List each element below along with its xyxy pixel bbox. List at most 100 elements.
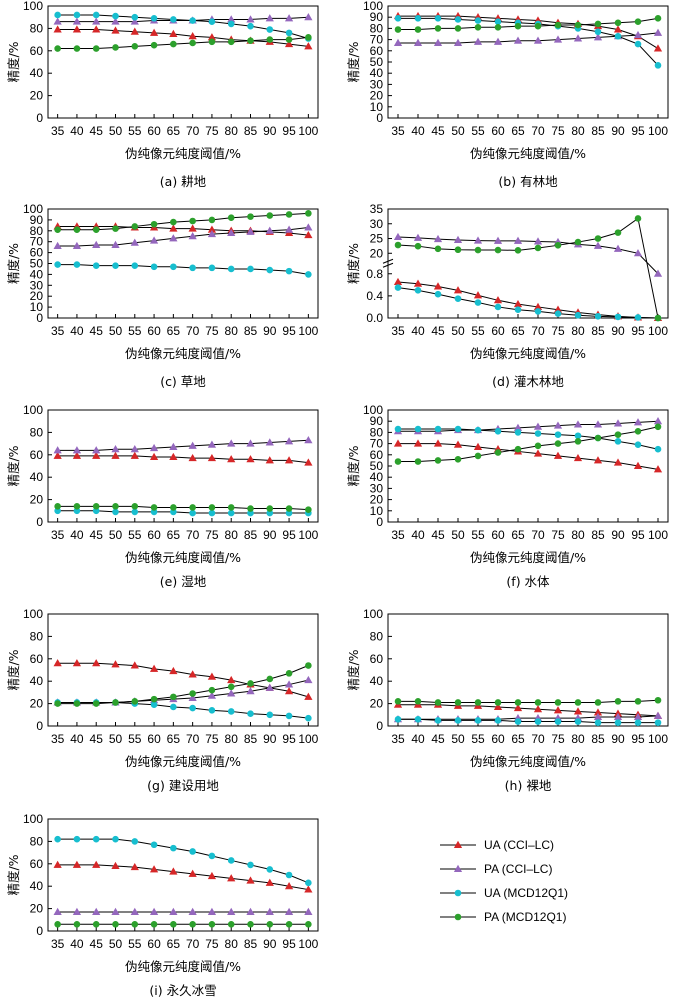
x-tick-label: 35 [51, 324, 65, 338]
data-point [434, 425, 442, 433]
x-tick-label: 80 [571, 324, 585, 338]
data-point [247, 505, 254, 512]
data-point [574, 718, 582, 725]
x-tick-label: 60 [491, 528, 505, 542]
data-point [513, 36, 523, 44]
series-line [398, 426, 659, 463]
data-point [72, 25, 82, 33]
data-point [553, 421, 563, 429]
data-point [111, 240, 120, 248]
data-point [394, 284, 402, 291]
data-point [246, 439, 255, 447]
data-point [266, 711, 274, 719]
data-point [170, 693, 177, 701]
series-2 [53, 436, 313, 454]
series-line [57, 662, 309, 698]
data-point [227, 439, 236, 447]
data-point [304, 230, 313, 239]
x-tick-label: 50 [451, 324, 465, 338]
data-point [305, 879, 312, 887]
y-tick-label: 10 [30, 300, 44, 314]
data-point [594, 313, 602, 320]
data-point [189, 690, 196, 697]
data-point [73, 503, 81, 510]
data-point [285, 29, 293, 37]
data-point [149, 28, 159, 36]
data-point [453, 286, 463, 294]
x-tick-label: 85 [244, 732, 258, 746]
x-axis-label: 伪纯像元纯度阈值/% [125, 146, 241, 161]
series-line [398, 715, 659, 720]
data-point [73, 11, 81, 19]
data-point [112, 44, 119, 51]
y-tick-label: 40 [30, 267, 44, 281]
x-tick-label: 65 [511, 528, 525, 542]
x-axis-label: 伪纯像元纯度阈值/% [125, 959, 241, 974]
x-tick-label: 45 [90, 732, 104, 746]
x-tick-label: 60 [491, 732, 505, 746]
data-point [634, 427, 642, 435]
data-point [207, 229, 217, 238]
data-point [131, 223, 139, 230]
data-point [54, 45, 61, 52]
y-tick-label: 100 [23, 202, 43, 216]
data-point [473, 37, 483, 45]
x-tick-label: 45 [431, 324, 445, 338]
data-point [494, 18, 502, 25]
series-line [57, 29, 309, 47]
data-point [73, 45, 81, 52]
data-point [394, 15, 402, 22]
data-point [574, 311, 582, 319]
data-point [266, 212, 274, 219]
data-point [304, 458, 313, 466]
data-point [207, 691, 217, 699]
data-point [246, 455, 255, 463]
x-tick-label: 95 [631, 124, 645, 138]
data-point [130, 17, 139, 25]
data-point [73, 261, 81, 268]
data-point [413, 38, 423, 46]
x-tick-label: 40 [70, 124, 84, 138]
data-point [474, 699, 482, 706]
data-point [130, 907, 139, 915]
data-point [112, 835, 119, 843]
data-point [92, 503, 100, 510]
series-line [57, 838, 309, 884]
data-point [170, 218, 177, 226]
y-tick-label: 60 [30, 246, 44, 260]
data-point [654, 423, 662, 431]
x-tick-label: 60 [147, 937, 161, 951]
data-point [188, 232, 197, 240]
data-point [92, 262, 100, 269]
data-point [413, 279, 423, 287]
y-axis-label: 精度/% [6, 649, 21, 690]
x-tick-label: 55 [471, 732, 485, 746]
data-point [414, 242, 422, 250]
data-point [227, 455, 236, 463]
data-point [92, 25, 101, 33]
x-tick-label: 70 [186, 124, 200, 138]
x-tick-label: 75 [551, 528, 565, 542]
data-point [414, 15, 422, 22]
x-tick-label: 50 [451, 732, 465, 746]
data-point [189, 264, 196, 272]
x-tick-label: 35 [391, 124, 405, 138]
data-point [130, 451, 139, 459]
data-point [594, 235, 602, 242]
x-tick-label: 40 [411, 732, 425, 746]
data-point [634, 314, 642, 321]
x-tick-label: 100 [648, 124, 668, 138]
x-tick-label: 55 [128, 732, 142, 746]
y-tick-label: 40 [370, 66, 384, 80]
data-point [169, 442, 178, 450]
x-tick-label: 70 [531, 124, 545, 138]
data-point [433, 234, 443, 243]
data-point [554, 21, 562, 29]
data-point [150, 263, 158, 271]
data-point [614, 431, 622, 438]
data-point [593, 420, 603, 428]
data-point [112, 262, 119, 269]
